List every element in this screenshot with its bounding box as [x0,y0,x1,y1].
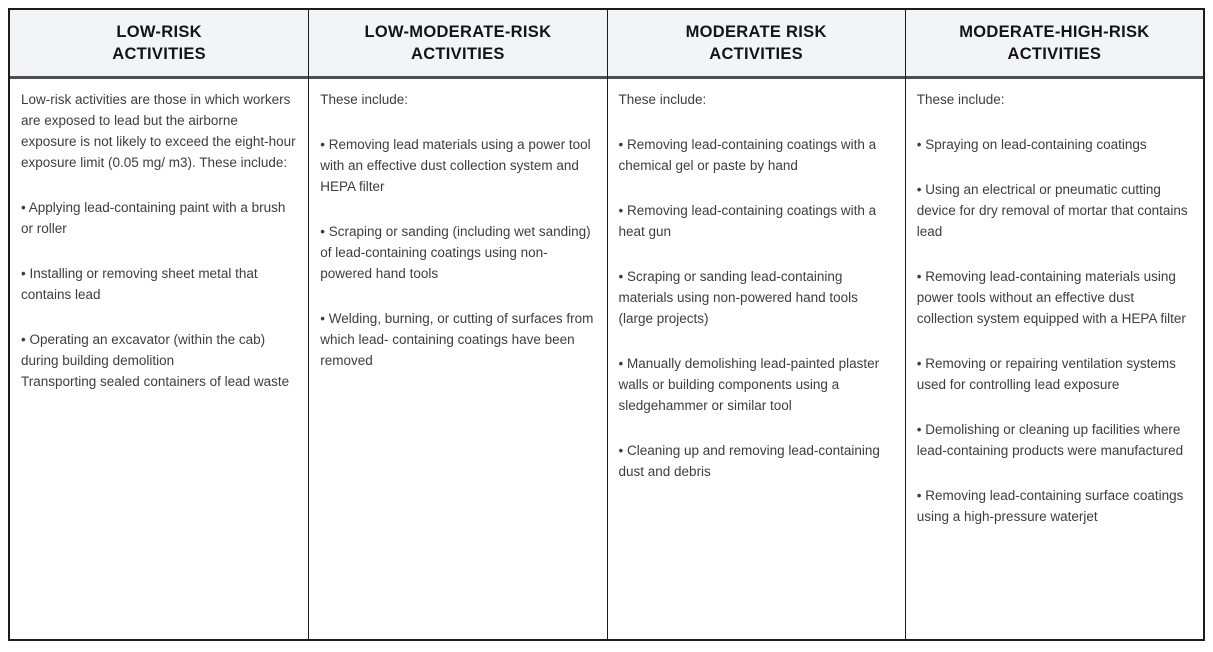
column-header-low-moderate-risk: LOW-MODERATE-RISK ACTIVITIES [309,10,607,79]
bullet-item: • Operating an excavator (within the cab… [21,332,290,389]
column-title-line2: ACTIVITIES [1007,45,1102,63]
column-title-line2: ACTIVITIES [410,45,505,63]
bullet-item: • Applying lead-containing paint with a … [21,200,286,236]
column-moderate-high-risk: MODERATE-HIGH-RISK ACTIVITIES These incl… [904,10,1203,639]
intro-text: These include: [618,92,707,107]
bullet-item: • Removing lead-containing surface coati… [916,488,1184,524]
risk-activities-table: LOW-RISK ACTIVITIES Low-risk activities … [8,8,1205,641]
column-low-moderate-risk: LOW-MODERATE-RISK ACTIVITIES These inclu… [308,10,607,639]
column-title-line1: MODERATE RISK [685,23,827,41]
column-body-low-moderate-risk: These include: • Removing lead materials… [309,79,606,639]
intro-text: Low-risk activities are those in which w… [21,92,296,170]
column-body-moderate-risk: These include: • Removing lead-containin… [608,79,905,639]
column-title-line1: MODERATE-HIGH-RISK [959,23,1150,41]
bullet-item: • Removing lead-containing coatings with… [618,203,877,239]
bullet-item: • Manually demolishing lead-painted plas… [618,356,880,413]
column-title-line1: LOW-MODERATE-RISK [364,23,552,41]
column-header-moderate-high-risk: MODERATE-HIGH-RISK ACTIVITIES [905,10,1203,79]
column-low-risk: LOW-RISK ACTIVITIES Low-risk activities … [10,10,309,639]
bullet-item: • Installing or removing sheet metal tha… [21,266,258,302]
bullet-item: • Removing or repairing ventilation syst… [916,356,1176,392]
bullet-item: • Demolishing or cleaning up facilities … [916,422,1184,458]
bullet-item: • Scraping or sanding lead-containing ma… [618,269,858,326]
intro-text: These include: [916,92,1005,107]
bullet-item: • Removing lead-containing coatings with… [618,137,877,173]
column-moderate-risk: MODERATE RISK ACTIVITIES These include: … [606,10,905,639]
bullet-item: • Scraping or sanding (including wet san… [320,224,591,281]
column-title-line2: ACTIVITIES [112,45,206,63]
bullet-item: • Using an electrical or pneumatic cutti… [916,182,1188,239]
bullet-item: • Removing lead materials using a power … [320,137,591,194]
column-body-moderate-high-risk: These include: • Spraying on lead-contai… [906,79,1203,639]
bullet-item: • Spraying on lead-containing coatings [916,137,1147,152]
column-title-line1: LOW-RISK [116,23,202,41]
intro-text: These include: [320,92,409,107]
bullet-item: • Cleaning up and removing lead-containi… [618,443,880,479]
column-header-low-risk: LOW-RISK ACTIVITIES [10,10,309,79]
column-body-low-risk: Low-risk activities are those in which w… [10,79,308,639]
bullet-item: • Welding, burning, or cutting of surfac… [320,311,594,368]
column-title-line2: ACTIVITIES [709,45,803,63]
bullet-item: • Removing lead-containing materials usi… [916,269,1186,326]
column-header-moderate-risk: MODERATE RISK ACTIVITIES [607,10,905,79]
